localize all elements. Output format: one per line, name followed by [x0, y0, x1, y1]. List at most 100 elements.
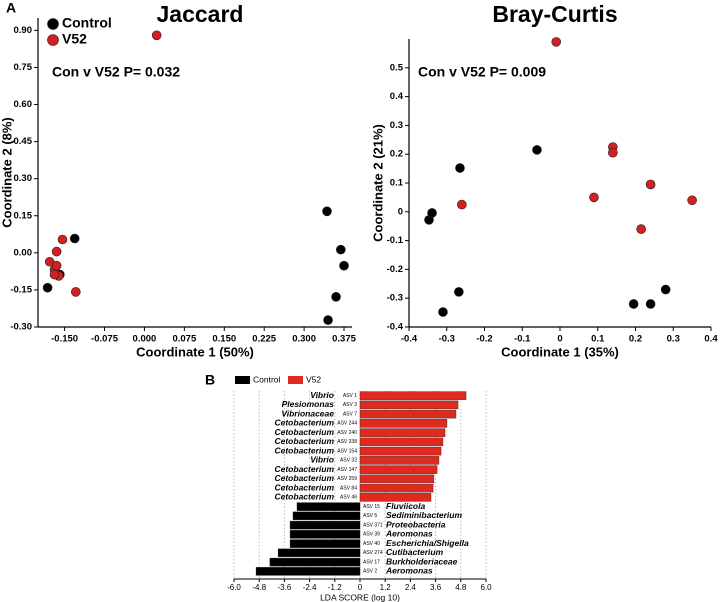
- bar: [359, 400, 459, 410]
- bar: [359, 493, 432, 502]
- point: [323, 315, 333, 325]
- bar: [359, 437, 444, 447]
- bar: [289, 539, 361, 548]
- y-tick-label: -0.15: [10, 284, 32, 295]
- legend-swatch: [235, 376, 250, 384]
- x-tick-label: 0.2: [629, 334, 642, 345]
- x-tick-label: 6.0: [480, 583, 492, 592]
- category-label: Cetobacterium: [274, 436, 334, 446]
- x-tick-label: 0.150: [212, 334, 236, 345]
- bar: [359, 474, 435, 484]
- point: [457, 199, 467, 210]
- category-label: Escherichia/Shigella: [386, 538, 469, 548]
- legend-label: Control: [62, 15, 112, 31]
- asv-label: ASV 274: [363, 550, 383, 556]
- x-tick-label: -6.0: [227, 583, 241, 592]
- y-tick-label: 0.00: [14, 247, 33, 258]
- x-tick-label: -2.4: [303, 583, 317, 592]
- bar: [359, 483, 434, 493]
- y-tick-label: 0.75: [14, 62, 33, 73]
- asv-label: ASV 154: [337, 448, 357, 454]
- annotation: Con v V52 P= 0.009: [418, 64, 546, 80]
- asv-label: ASV 259: [337, 476, 357, 482]
- x-tick-label: -0.4: [401, 334, 418, 345]
- asv-label: ASV 371: [363, 522, 383, 528]
- x-tick-label: 0.1: [591, 334, 605, 345]
- point: [636, 224, 646, 234]
- x-tick-label: 0: [358, 583, 363, 592]
- y-tick-label: 0.1: [390, 178, 404, 189]
- x-tick-label: 0.375: [332, 334, 356, 345]
- x-tick-label: -0.1: [514, 334, 531, 345]
- panel-label: B: [205, 372, 215, 388]
- category-label: Cetobacterium: [274, 464, 334, 474]
- point: [628, 299, 639, 309]
- point: [687, 195, 697, 206]
- y-tick-label: 0.45: [14, 136, 33, 147]
- x-tick-label: -1.2: [328, 583, 342, 592]
- point: [645, 299, 656, 309]
- category-label: Plesiomonas: [282, 399, 335, 409]
- asv-label: ASV 147: [337, 467, 357, 473]
- x-tick-label: -0.2: [476, 334, 492, 345]
- asv-label: ASV 3: [343, 402, 357, 408]
- asv-label: ASV 17: [363, 559, 380, 565]
- x-axis-label: Coordinate 1 (50%): [136, 344, 254, 359]
- asv-label: ASV 15: [363, 504, 380, 510]
- asv-label: ASV 84: [340, 485, 357, 491]
- asv-label: ASV 7: [343, 411, 357, 417]
- asv-label: ASV 1: [343, 393, 357, 399]
- point: [660, 284, 671, 295]
- category-label: Fluviicola: [386, 501, 425, 511]
- asv-label: ASV 40: [363, 541, 380, 547]
- bar: [296, 502, 361, 511]
- asv-label: ASV 338: [337, 439, 357, 445]
- point: [589, 192, 599, 203]
- asv-label: ASV 39: [363, 532, 380, 538]
- asv-label: ASV 2: [363, 569, 377, 575]
- point: [438, 307, 448, 317]
- category-label: Sediminibacterium: [386, 510, 462, 520]
- category-label: Vibrio: [310, 455, 334, 465]
- category-label: Cetobacterium: [274, 427, 334, 437]
- bar: [359, 419, 448, 428]
- category-label: Aeromonas: [385, 566, 433, 576]
- y-tick-label: 0.15: [14, 210, 33, 221]
- legend-label: V52: [62, 31, 87, 47]
- asv-label: ASV 240: [337, 430, 357, 436]
- annotation: Con v V52 P= 0.032: [52, 64, 180, 80]
- category-label: Cetobacterium: [274, 418, 334, 428]
- legend-label: Control: [253, 374, 281, 384]
- point: [151, 30, 162, 41]
- chart-title: Jaccard: [157, 1, 244, 27]
- point: [532, 145, 542, 155]
- bar: [359, 409, 457, 419]
- y-tick-label: -0.1: [387, 235, 404, 246]
- category-label: Cetobacterium: [274, 482, 334, 492]
- y-axis-label: Coordinate 2 (8%): [0, 117, 14, 228]
- asv-label: ASV 5: [363, 513, 377, 519]
- x-tick-label: 1.2: [380, 583, 392, 592]
- y-tick-label: 0.2: [390, 149, 403, 160]
- point: [42, 282, 53, 293]
- y-tick-label: 0.30: [14, 173, 33, 184]
- asv-label: ASV 46: [340, 495, 357, 501]
- x-tick-label: 3.6: [430, 583, 442, 592]
- point: [454, 287, 464, 297]
- x-tick-label: -0.150: [51, 334, 78, 345]
- point: [69, 233, 80, 244]
- point: [645, 179, 656, 190]
- bar: [289, 530, 361, 539]
- point: [336, 244, 346, 255]
- legend-marker: [47, 34, 59, 46]
- bar: [255, 567, 361, 576]
- point: [455, 163, 465, 173]
- x-tick-label: 0.075: [172, 334, 196, 345]
- x-tick-label: 4.8: [455, 583, 467, 592]
- x-tick-label: -4.8: [252, 583, 266, 592]
- category-label: Aeromonas: [385, 529, 433, 539]
- x-tick-label: 0: [557, 334, 562, 345]
- y-tick-label: 0.90: [14, 25, 33, 36]
- category-label: Vibrio: [310, 390, 334, 400]
- x-axis-label: Coordinate 1 (35%): [501, 344, 619, 359]
